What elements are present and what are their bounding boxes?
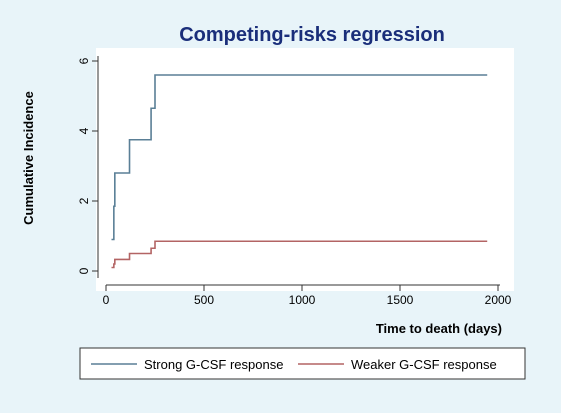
y-ticks: 0 2 4 6: [77, 57, 98, 274]
x-tick-label: 500: [194, 293, 214, 307]
chart-title: Competing-risks regression: [179, 24, 445, 46]
legend: Strong G-CSF response Weaker G-CSF respon…: [91, 357, 497, 372]
series-group: [111, 74, 488, 269]
x-tick-label: 1500: [387, 293, 414, 307]
x-ticks: 0 500 1000 1500 2000: [103, 285, 512, 307]
x-tick-label: 1000: [289, 293, 316, 307]
y-tick-label: 0: [77, 267, 91, 274]
series-line-2: [111, 240, 488, 269]
x-tick-label: 0: [103, 293, 110, 307]
plot-area: [96, 48, 514, 291]
legend-label-1: Strong G-CSF response: [144, 357, 283, 372]
y-tick-label: 2: [77, 197, 91, 204]
x-tick-label: 2000: [485, 293, 512, 307]
legend-label-2: Weaker G-CSF response: [351, 357, 497, 372]
series-line-1: [111, 74, 488, 241]
y-axis-label: Cumulative Incidence: [21, 91, 36, 225]
y-tick-label: 4: [77, 127, 91, 134]
y-tick-label: 6: [77, 57, 91, 64]
x-axis-label: Time to death (days): [376, 321, 502, 336]
